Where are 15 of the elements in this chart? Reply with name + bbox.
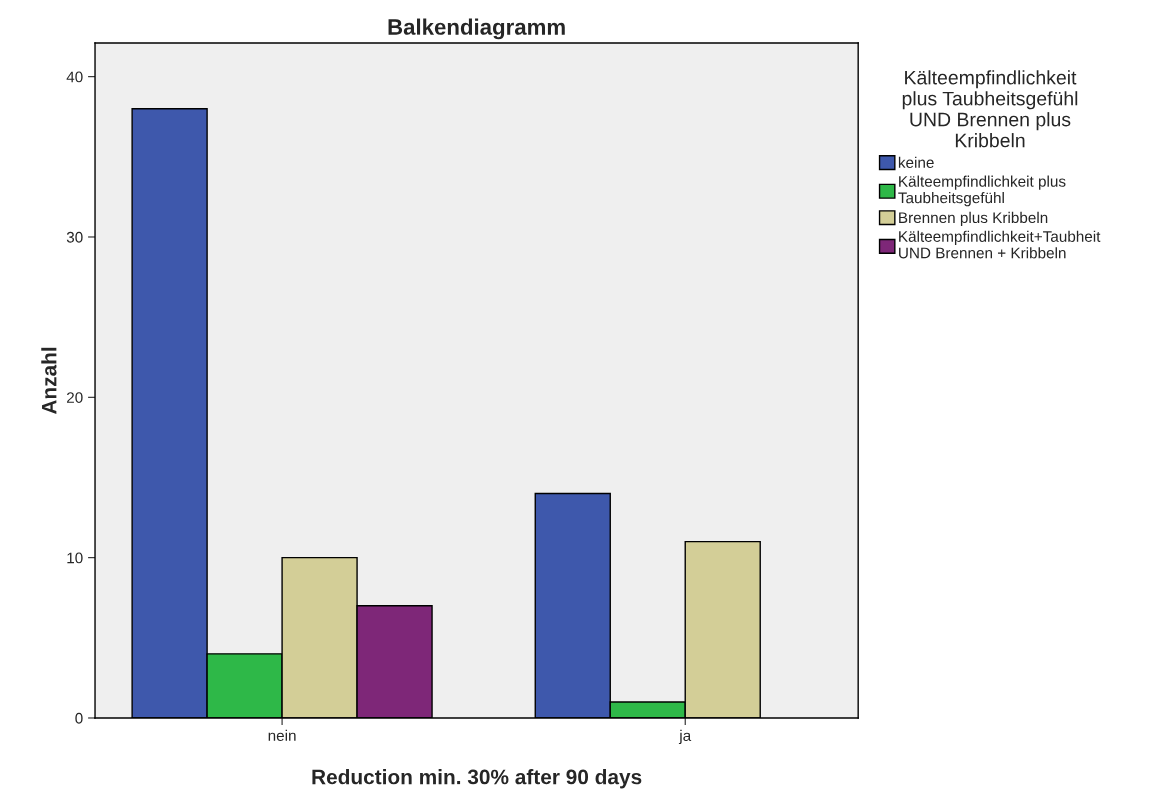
legend-title: Kälteempfindlichkeit plus Taubheitsgefühl UND Brennen plus Kribbeln: [902, 70, 1078, 148]
y-axis-title: Anzahl: [41, 347, 57, 415]
x-tick-label: nein: [268, 729, 296, 742]
y-tick-label: 10: [67, 552, 83, 564]
x-axis-title: Reduction min. 30% after 90 days: [312, 769, 642, 789]
legend-label: Brennen plus Kribbeln: [899, 211, 1048, 227]
x-tick-label: ja: [678, 729, 692, 745]
y-tick-label: 40: [66, 71, 83, 83]
y-tick-label: 20: [67, 392, 83, 403]
chart-title: Balkendiagramm: [388, 18, 565, 40]
legend-label: Kälteempfindlichkeit+Taubheit UND Brennen + Kribbeln: [899, 230, 1101, 259]
y-tick-label: 30: [66, 231, 83, 243]
y-tick-label: 0: [75, 712, 83, 724]
legend-label: Kälteempfindlichkeit plus Taubheitsgefühl: [898, 175, 1066, 207]
legend-label: keine: [898, 156, 934, 168]
